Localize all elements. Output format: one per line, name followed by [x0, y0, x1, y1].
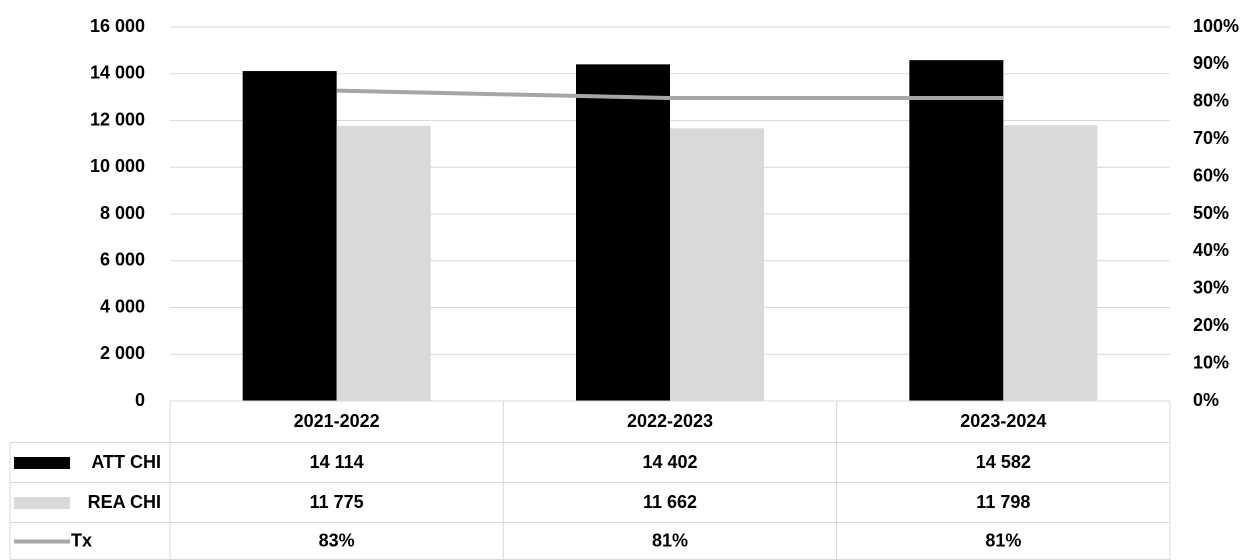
- y2-tick-label: 90%: [1193, 53, 1229, 73]
- x-tick-label: 2023-2024: [960, 411, 1046, 431]
- legend-key: [14, 457, 70, 469]
- data-label: 81%: [652, 530, 688, 550]
- data-label: 14 402: [642, 452, 697, 472]
- x-tick-label: 2021-2022: [294, 411, 380, 431]
- bar: [909, 60, 1004, 401]
- x-tick-label: 2022-2023: [627, 411, 713, 431]
- data-label: 14 114: [310, 452, 364, 472]
- y-tick-label: 16 000: [90, 16, 145, 36]
- bar: [670, 128, 764, 401]
- y2-tick-label: 40%: [1193, 240, 1229, 260]
- data-label: 14 582: [976, 452, 1031, 472]
- legend-label: ATT CHI: [91, 452, 161, 472]
- y2-tick-label: 60%: [1193, 165, 1229, 185]
- bar: [336, 125, 431, 402]
- bar: [1003, 125, 1098, 402]
- y2-tick-label: 100%: [1193, 16, 1239, 36]
- y-tick-label: 6 000: [100, 250, 145, 270]
- data-label: 11 662: [643, 492, 697, 512]
- y2-tick-label: 50%: [1193, 203, 1229, 223]
- y2-tick-label: 20%: [1193, 315, 1229, 335]
- bar: [576, 64, 670, 402]
- data-label: 11 775: [310, 492, 364, 512]
- bar: [242, 71, 337, 401]
- y-tick-label: 2 000: [100, 343, 145, 363]
- y-tick-label: 14 000: [90, 63, 145, 83]
- y2-tick-label: 0%: [1193, 390, 1219, 410]
- y-tick-label: 0: [135, 390, 145, 410]
- y2-tick-label: 80%: [1193, 91, 1229, 111]
- y2-tick-label: 30%: [1193, 278, 1229, 298]
- data-label: 81%: [985, 530, 1021, 550]
- y2-tick-label: 70%: [1193, 128, 1229, 148]
- data-label: 11 798: [976, 492, 1030, 512]
- y2-tick-label: 10%: [1193, 352, 1229, 372]
- data-label: 83%: [319, 530, 355, 550]
- legend-key: [14, 497, 70, 509]
- y-tick-label: 4 000: [100, 296, 145, 316]
- legend-label: Tx: [71, 530, 92, 550]
- y-tick-label: 8 000: [100, 203, 145, 223]
- y-tick-label: 10 000: [90, 156, 145, 176]
- legend-label: REA CHI: [88, 492, 161, 512]
- y-tick-label: 12 000: [90, 109, 145, 129]
- line: [336, 88, 1004, 101]
